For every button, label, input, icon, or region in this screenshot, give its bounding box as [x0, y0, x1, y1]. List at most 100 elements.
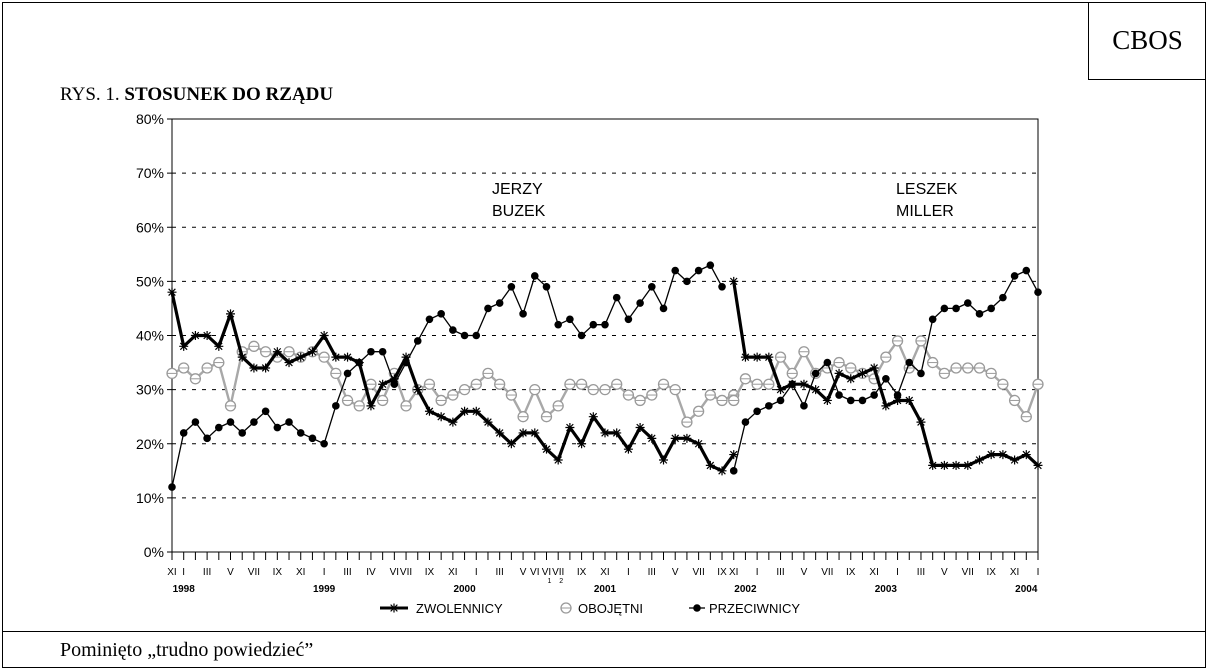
x-tick-label: I [323, 567, 326, 578]
y-axis: 0% 10% 20% 30% 40% 50% 60% 70% 80% [136, 111, 172, 560]
data-point [846, 396, 855, 405]
year-label: 2003 [875, 584, 898, 595]
data-point [319, 331, 329, 340]
x-tick-label: III [343, 567, 351, 578]
year-label: 1999 [313, 584, 336, 595]
x-tick-label: VII [248, 567, 260, 578]
x-tick-label: V [227, 567, 234, 578]
annotation-label: BUZEK [492, 203, 546, 220]
chart-title-prefix: RYS. 1. [60, 84, 120, 105]
data-point [647, 433, 657, 443]
x-tick-label: XI [167, 567, 176, 578]
data-point [1033, 460, 1043, 470]
data-point [1010, 455, 1020, 465]
y-tick-label: 50% [136, 273, 164, 289]
data-point [237, 352, 247, 362]
data-point [905, 358, 914, 367]
data-point [249, 363, 259, 373]
x-axis: XI I III V VII IX XI I III IV VI VII IX XI I III V VI VI VI… [167, 552, 1039, 595]
data-point [179, 341, 189, 351]
x-tick-label: VII [693, 567, 705, 578]
data-point [168, 483, 176, 491]
data-point [764, 352, 774, 362]
data-point [577, 331, 586, 340]
data-point [834, 368, 844, 378]
data-point [776, 385, 786, 395]
x-tick-label: VII [821, 567, 833, 578]
data-point [436, 412, 446, 422]
data-point [694, 266, 703, 275]
data-point [951, 460, 961, 470]
data-point [940, 304, 949, 313]
annotations: JERZY BUZEK LESZEK MILLER [492, 181, 958, 220]
x-tick-label: V [941, 567, 948, 578]
annotation-label: JERZY [492, 181, 543, 198]
data-point [717, 466, 727, 476]
data-point [601, 320, 609, 329]
data-point [577, 439, 587, 449]
data-point [460, 406, 470, 416]
chart-title: RYS. 1. STOSUNEK DO RZĄDU [60, 84, 333, 106]
data-point [215, 423, 223, 432]
data-point [167, 287, 177, 297]
data-point [565, 423, 575, 433]
legend-label: PRZECIWNICY [709, 601, 800, 616]
data-point [588, 412, 598, 422]
x-tick-label: I [182, 567, 185, 578]
data-point [343, 369, 352, 378]
x-tick-label: XI [448, 567, 457, 578]
x-tick-label: IX [273, 567, 283, 578]
data-point [648, 282, 656, 291]
data-point [952, 304, 960, 313]
data-point [378, 379, 388, 389]
x-tick-label: XI [729, 567, 738, 578]
data-point [881, 401, 891, 411]
data-point [974, 455, 984, 465]
data-point [823, 358, 832, 367]
data-point [437, 310, 445, 318]
data-point [705, 460, 715, 470]
x-tick-label: XI [296, 567, 305, 578]
footnote: Pominięto „trudno powiedzieć” [60, 639, 314, 661]
data-point [203, 434, 211, 443]
data-point [566, 315, 574, 324]
data-point [939, 460, 949, 470]
data-point [800, 402, 808, 410]
data-point [296, 352, 306, 362]
x-tick-label: III [776, 567, 784, 578]
data-point [998, 450, 1008, 460]
x-tick-label: III [917, 567, 925, 578]
line-chart: 0%10%20%30%40%50%60%70%80% XI I III V VII IX X… [136, 111, 1044, 616]
data-point [424, 406, 434, 416]
data-point [541, 444, 551, 454]
data-point [963, 299, 972, 307]
data-point [425, 315, 434, 324]
data-point [893, 391, 902, 399]
data-point [202, 331, 212, 340]
data-point [449, 326, 457, 334]
data-point [214, 341, 224, 351]
data-point [753, 407, 761, 416]
data-point [343, 352, 353, 362]
legend-label: ZWOLENNICY [416, 601, 503, 616]
data-point [507, 282, 516, 291]
data-point [530, 428, 540, 438]
series-przeciwnicy [168, 261, 1042, 491]
data-point [600, 428, 610, 438]
year-label: 2004 [1015, 584, 1038, 595]
data-point [307, 347, 317, 357]
data-point [272, 347, 282, 357]
data-point [999, 293, 1007, 302]
x-tick-label: IX [986, 567, 996, 578]
data-point [332, 402, 340, 410]
x-tick-label: IX [717, 567, 727, 578]
data-point [413, 385, 423, 395]
data-point [484, 304, 492, 313]
data-point [530, 272, 539, 280]
data-point [238, 429, 247, 437]
data-point [612, 428, 622, 438]
x-tick-label: IX [425, 567, 435, 578]
x-tick-label: V [520, 567, 527, 578]
data-point [904, 395, 914, 405]
data-point [928, 315, 937, 324]
